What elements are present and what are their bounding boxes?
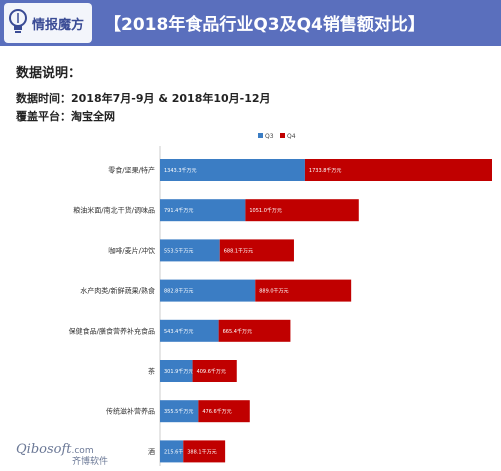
bar-q3 <box>160 360 193 382</box>
category-label: 保健食品/膳食营养补充食品 <box>69 326 155 335</box>
bar-q3 <box>160 319 219 342</box>
bar-label-q4: 665.4千万元 <box>223 328 252 335</box>
category-label: 茶 <box>148 367 155 376</box>
bar-q3 <box>160 159 305 181</box>
watermark: Qibosoft.com 齐博软件 <box>16 438 108 467</box>
bar-q4 <box>183 440 226 463</box>
watermark-text-cn: 齐博软件 <box>72 457 109 467</box>
category-label: 酒 <box>148 448 155 456</box>
bar-q3 <box>160 400 199 423</box>
bar-label-q3: 791.4千万元 <box>164 207 193 214</box>
info-heading: 数据说明： <box>16 66 82 81</box>
bar-label-q4: 476.6千万元 <box>202 408 231 415</box>
category-label: 传统滋补营养品 <box>106 407 155 416</box>
brand-logo: 情报魔方 <box>4 3 92 43</box>
bar-label-q4: 409.6千万元 <box>197 368 226 375</box>
bar-label-q4: 688.1千万元 <box>224 247 253 254</box>
category-label: 咖啡/麦片/冲饮 <box>108 246 155 255</box>
bar-label-q3: 1343.3千万元 <box>164 167 197 174</box>
page-title: 【2018年食品行业Q3及Q4销售额对比】 <box>104 15 425 35</box>
bar-label-q4: 388.1千万元 <box>187 448 216 455</box>
sales-bar-chart: Q3 Q4 零食/坚果/特产 1343.3千万元 1733.8千万元粮油米面/南北干货/… <box>69 133 492 466</box>
bar-label-q4: 1733.8千万元 <box>309 167 342 174</box>
brand-logo-text: 情报魔方 <box>32 18 85 33</box>
bar-q4 <box>219 239 294 262</box>
header-banner: 情报魔方 【2018年食品行业Q3及Q4销售额对比】 <box>0 0 501 46</box>
bar-label-q3: 355.5千万元 <box>164 408 193 415</box>
bar-label-q3: 882.8千万元 <box>164 288 193 295</box>
watermark-text-com: .com <box>71 446 94 456</box>
legend-label-q4: Q4 <box>287 133 296 140</box>
legend-swatch-q4 <box>280 133 285 138</box>
bar-label-q4: 889.0千万元 <box>259 288 288 295</box>
watermark-text-en: Qibosoft <box>16 442 72 457</box>
bar-label-q4: 1051.0千万元 <box>249 207 282 214</box>
bar-q3 <box>160 199 246 222</box>
bar-q4 <box>198 400 250 423</box>
bar-q4 <box>304 159 492 181</box>
bar-q3 <box>160 279 256 302</box>
bar-q4 <box>192 360 237 382</box>
bar-q4 <box>245 199 359 222</box>
bar-q4 <box>255 279 352 302</box>
bar-q3 <box>160 239 220 262</box>
info-time-line: 数据时间：2018年7月-9月 & 2018年10月-12月 <box>16 92 271 105</box>
bar-label-q3: 543.4千万元 <box>164 328 193 335</box>
category-label: 零食/坚果/特产 <box>108 166 155 175</box>
legend-label-q3: Q3 <box>265 133 274 140</box>
lightbulb-icon <box>9 9 27 33</box>
category-label: 粮油米面/南北干货/调味品 <box>73 206 155 215</box>
bar-label-q3: 301.9千万元 <box>164 368 193 375</box>
info-platform-line: 覆盖平台：淘宝全网 <box>16 110 115 123</box>
bar-label-q3: 215.6千万元 <box>164 448 193 455</box>
category-label: 水产肉类/新鲜蔬果/熟食 <box>80 286 155 295</box>
bar-label-q3: 553.5千万元 <box>164 247 193 254</box>
bar-q4 <box>218 319 291 342</box>
legend-swatch-q3 <box>258 133 263 138</box>
bar-q3 <box>160 440 184 463</box>
